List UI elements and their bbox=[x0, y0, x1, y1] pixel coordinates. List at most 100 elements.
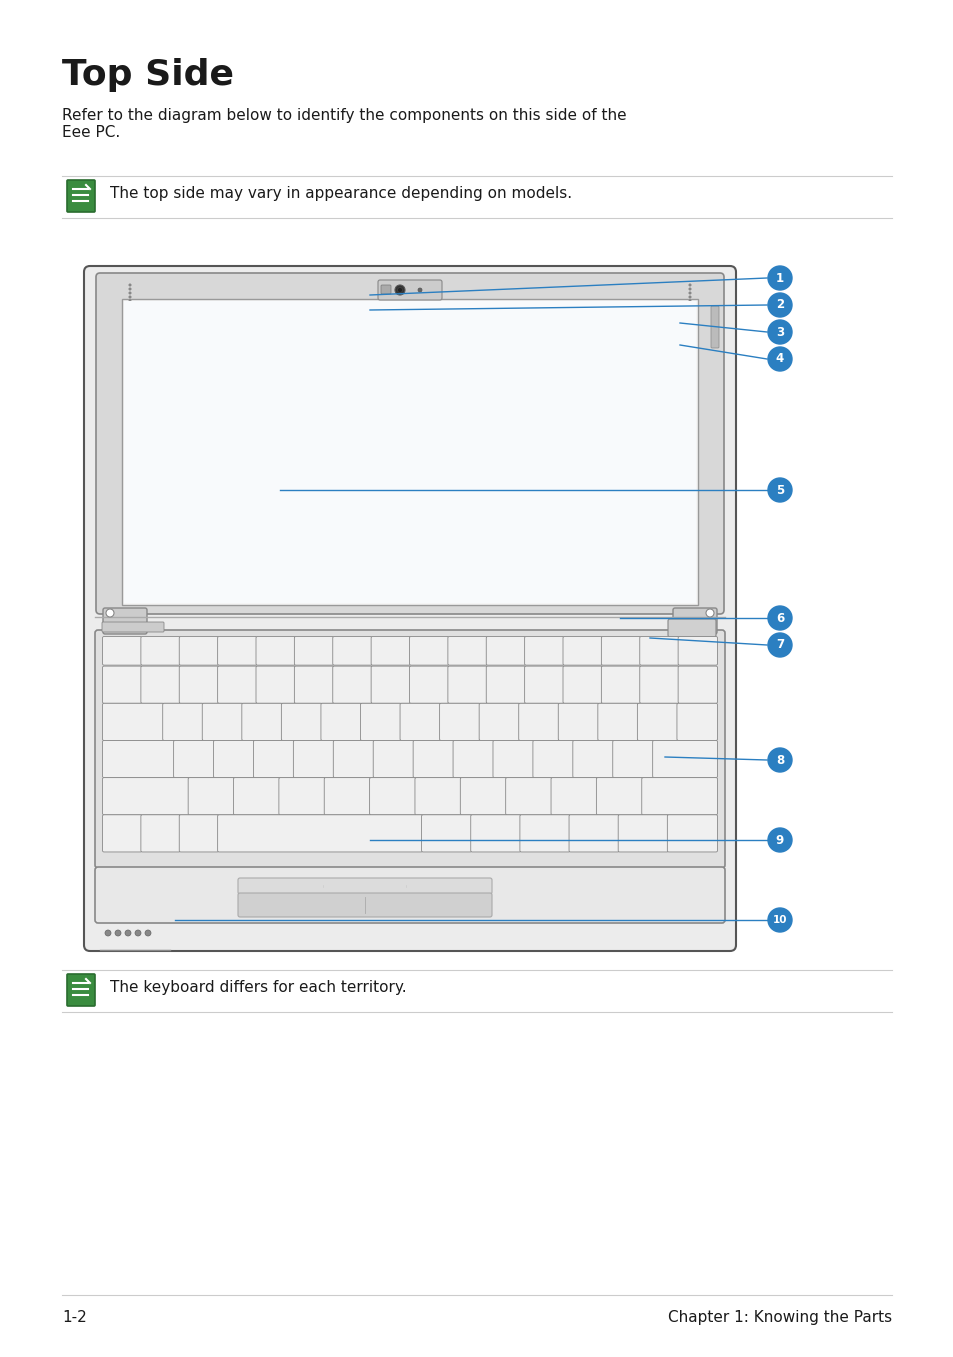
FancyBboxPatch shape bbox=[672, 608, 717, 634]
Text: 1: 1 bbox=[775, 271, 783, 285]
FancyBboxPatch shape bbox=[371, 636, 410, 665]
Circle shape bbox=[767, 293, 791, 318]
FancyBboxPatch shape bbox=[486, 666, 525, 703]
Text: The top side may vary in appearance depending on models.: The top side may vary in appearance depe… bbox=[110, 186, 572, 201]
FancyBboxPatch shape bbox=[179, 636, 218, 665]
Circle shape bbox=[767, 347, 791, 370]
FancyBboxPatch shape bbox=[294, 636, 334, 665]
FancyBboxPatch shape bbox=[294, 666, 334, 703]
FancyBboxPatch shape bbox=[233, 778, 279, 814]
Circle shape bbox=[767, 632, 791, 657]
FancyBboxPatch shape bbox=[102, 622, 164, 632]
Text: Chapter 1: Knowing the Parts: Chapter 1: Knowing the Parts bbox=[667, 1310, 891, 1324]
FancyBboxPatch shape bbox=[399, 703, 440, 741]
Circle shape bbox=[115, 930, 121, 936]
FancyBboxPatch shape bbox=[141, 666, 180, 703]
FancyBboxPatch shape bbox=[217, 666, 256, 703]
FancyBboxPatch shape bbox=[533, 741, 573, 778]
FancyBboxPatch shape bbox=[188, 778, 234, 814]
FancyBboxPatch shape bbox=[217, 814, 422, 852]
Circle shape bbox=[395, 285, 405, 294]
FancyBboxPatch shape bbox=[493, 741, 534, 778]
Text: The keyboard differs for each territory.: The keyboard differs for each territory. bbox=[110, 980, 406, 995]
FancyBboxPatch shape bbox=[202, 703, 243, 741]
FancyBboxPatch shape bbox=[67, 180, 95, 212]
FancyBboxPatch shape bbox=[453, 741, 494, 778]
Text: 10: 10 bbox=[772, 915, 786, 925]
FancyBboxPatch shape bbox=[486, 636, 525, 665]
FancyBboxPatch shape bbox=[95, 867, 724, 923]
Circle shape bbox=[688, 288, 691, 290]
Circle shape bbox=[135, 930, 141, 936]
Circle shape bbox=[688, 300, 691, 303]
Circle shape bbox=[105, 930, 111, 936]
FancyBboxPatch shape bbox=[333, 666, 372, 703]
FancyBboxPatch shape bbox=[281, 703, 321, 741]
FancyBboxPatch shape bbox=[141, 814, 180, 852]
Circle shape bbox=[688, 284, 691, 286]
FancyBboxPatch shape bbox=[163, 703, 203, 741]
FancyBboxPatch shape bbox=[67, 974, 95, 1006]
FancyBboxPatch shape bbox=[333, 741, 374, 778]
FancyBboxPatch shape bbox=[141, 636, 180, 665]
Text: Top Side: Top Side bbox=[62, 58, 233, 92]
FancyBboxPatch shape bbox=[294, 741, 334, 778]
FancyBboxPatch shape bbox=[409, 636, 449, 665]
FancyBboxPatch shape bbox=[524, 666, 563, 703]
FancyBboxPatch shape bbox=[253, 741, 294, 778]
FancyBboxPatch shape bbox=[102, 778, 189, 814]
Circle shape bbox=[688, 296, 691, 299]
FancyBboxPatch shape bbox=[371, 666, 410, 703]
Circle shape bbox=[129, 288, 132, 290]
FancyBboxPatch shape bbox=[377, 280, 441, 300]
FancyBboxPatch shape bbox=[409, 666, 449, 703]
FancyBboxPatch shape bbox=[237, 893, 492, 917]
FancyBboxPatch shape bbox=[255, 636, 295, 665]
FancyBboxPatch shape bbox=[562, 636, 601, 665]
FancyBboxPatch shape bbox=[320, 703, 361, 741]
Bar bbox=[124, 301, 696, 603]
Circle shape bbox=[417, 288, 421, 292]
Text: 4: 4 bbox=[775, 353, 783, 365]
FancyBboxPatch shape bbox=[639, 666, 679, 703]
Circle shape bbox=[688, 292, 691, 294]
FancyBboxPatch shape bbox=[710, 305, 719, 347]
FancyBboxPatch shape bbox=[558, 703, 598, 741]
FancyBboxPatch shape bbox=[524, 636, 563, 665]
Circle shape bbox=[767, 607, 791, 630]
FancyBboxPatch shape bbox=[600, 636, 640, 665]
FancyBboxPatch shape bbox=[505, 778, 552, 814]
FancyBboxPatch shape bbox=[447, 666, 487, 703]
Text: 7: 7 bbox=[775, 639, 783, 651]
FancyBboxPatch shape bbox=[667, 814, 717, 852]
Circle shape bbox=[767, 266, 791, 290]
FancyBboxPatch shape bbox=[241, 703, 282, 741]
FancyBboxPatch shape bbox=[478, 703, 519, 741]
FancyBboxPatch shape bbox=[122, 299, 698, 605]
FancyBboxPatch shape bbox=[439, 703, 479, 741]
FancyBboxPatch shape bbox=[447, 636, 487, 665]
FancyBboxPatch shape bbox=[84, 266, 735, 951]
FancyBboxPatch shape bbox=[641, 778, 717, 814]
FancyBboxPatch shape bbox=[413, 741, 454, 778]
Circle shape bbox=[705, 609, 713, 617]
Circle shape bbox=[129, 292, 132, 294]
Circle shape bbox=[129, 296, 132, 299]
Circle shape bbox=[125, 930, 131, 936]
Text: Refer to the diagram below to identify the components on this side of the
Eee PC: Refer to the diagram below to identify t… bbox=[62, 109, 626, 140]
FancyBboxPatch shape bbox=[102, 636, 142, 665]
FancyBboxPatch shape bbox=[598, 703, 638, 741]
FancyBboxPatch shape bbox=[637, 703, 678, 741]
FancyBboxPatch shape bbox=[213, 741, 254, 778]
FancyBboxPatch shape bbox=[562, 666, 601, 703]
Text: 1-2: 1-2 bbox=[62, 1310, 87, 1324]
FancyBboxPatch shape bbox=[95, 630, 724, 868]
FancyBboxPatch shape bbox=[102, 703, 164, 741]
Circle shape bbox=[129, 300, 132, 303]
FancyBboxPatch shape bbox=[278, 778, 325, 814]
FancyBboxPatch shape bbox=[600, 666, 640, 703]
Circle shape bbox=[767, 320, 791, 345]
Circle shape bbox=[397, 288, 402, 293]
FancyBboxPatch shape bbox=[677, 703, 717, 741]
Text: 8: 8 bbox=[775, 753, 783, 767]
